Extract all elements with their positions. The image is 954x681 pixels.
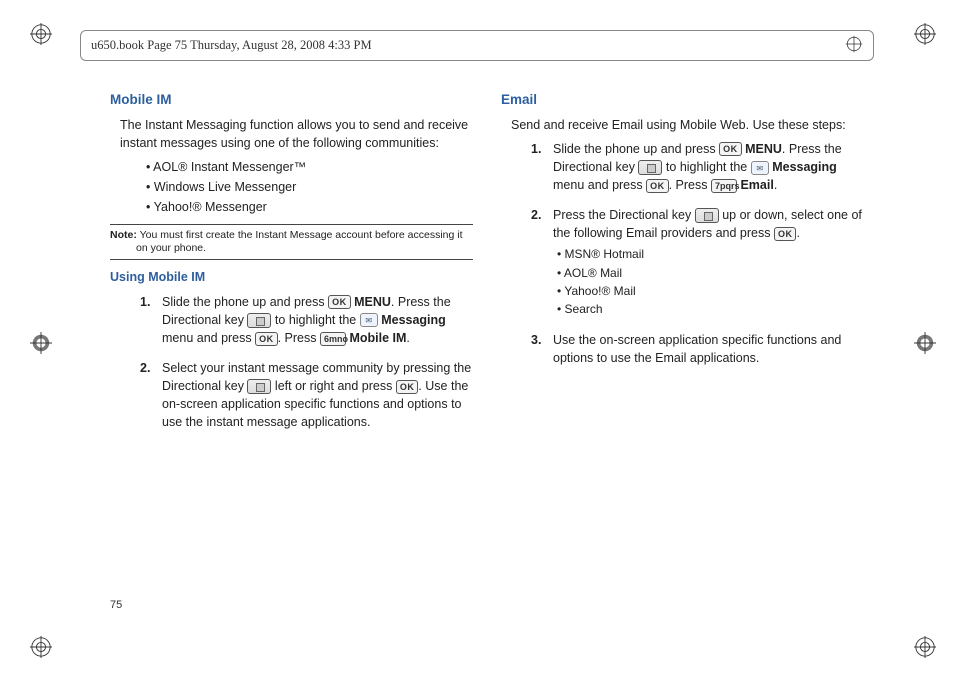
page-header-text: u650.book Page 75 Thursday, August 28, 2… [91, 38, 372, 53]
page-content: Mobile IM The Instant Messaging function… [110, 90, 864, 611]
subheading-using: Using Mobile IM [110, 268, 473, 286]
ok-key-icon: OK [396, 380, 419, 394]
messaging-label: Messaging [381, 313, 446, 327]
page-header-bar: u650.book Page 75 Thursday, August 28, 2… [80, 30, 874, 61]
messaging-label: Messaging [772, 160, 837, 174]
intro-right: Send and receive Email using Mobile Web.… [511, 116, 864, 134]
email-label: Email [740, 178, 773, 192]
menu-label: MENU [745, 142, 782, 156]
step-num: 2. [140, 359, 150, 377]
directional-key-icon [695, 208, 719, 223]
crop-mark-icon [914, 636, 936, 658]
step-num: 1. [140, 293, 150, 311]
crop-mark-icon [30, 332, 52, 354]
note-block: Note: You must first create the Instant … [110, 224, 473, 260]
crop-mark-icon [30, 23, 52, 45]
list-item: MSN® Hotmail [557, 246, 864, 263]
intro-left: The Instant Messaging function allows yo… [120, 116, 473, 152]
crop-mark-icon [30, 636, 52, 658]
list-item: Yahoo!® Messenger [146, 198, 473, 216]
step-1: 1. Slide the phone up and press OK MENU.… [140, 293, 473, 347]
heading-mobile-im: Mobile IM [110, 90, 473, 110]
list-item: AOL® Mail [557, 265, 864, 282]
directional-key-icon [247, 379, 271, 394]
step-num: 1. [531, 140, 541, 158]
note-text-1: You must first create the Instant Messag… [140, 229, 463, 241]
list-item: Windows Live Messenger [146, 178, 473, 196]
note-label: Note: [110, 229, 137, 241]
step-2: 2. Press the Directional key up or down,… [531, 206, 864, 319]
mobile-im-label: Mobile IM [349, 331, 406, 345]
step-num: 3. [531, 331, 541, 349]
communities-list: AOL® Instant Messenger™ Windows Live Mes… [146, 158, 473, 216]
directional-key-icon [638, 160, 662, 175]
step-2: 2. Select your instant message community… [140, 359, 473, 432]
providers-list: MSN® Hotmail AOL® Mail Yahoo!® Mail Sear… [557, 246, 864, 319]
list-item: AOL® Instant Messenger™ [146, 158, 473, 176]
col-left: Mobile IM The Instant Messaging function… [110, 90, 473, 611]
note-text-2: on your phone. [136, 242, 206, 254]
list-item: Search [557, 301, 864, 318]
heading-email: Email [501, 90, 864, 110]
page-number: 75 [110, 599, 122, 611]
six-key-icon: 6mno [320, 332, 346, 346]
ok-key-icon: OK [646, 179, 669, 193]
register-mark-icon [845, 35, 863, 56]
crop-mark-icon [914, 23, 936, 45]
crop-mark-icon [914, 332, 936, 354]
directional-key-icon [247, 313, 271, 328]
step-3: 3. Use the on-screen application specifi… [531, 331, 864, 367]
ok-key-icon: OK [774, 227, 797, 241]
ok-key-icon: OK [255, 332, 278, 346]
step-1: 1. Slide the phone up and press OK MENU.… [531, 140, 864, 194]
step-num: 2. [531, 206, 541, 224]
messaging-icon: ✉ [751, 161, 769, 175]
steps-left: 1. Slide the phone up and press OK MENU.… [140, 293, 473, 432]
col-right: Email Send and receive Email using Mobil… [501, 90, 864, 611]
steps-right: 1. Slide the phone up and press OK MENU.… [531, 140, 864, 367]
list-item: Yahoo!® Mail [557, 283, 864, 300]
messaging-icon: ✉ [360, 313, 378, 327]
menu-label: MENU [354, 295, 391, 309]
ok-key-icon: OK [719, 142, 742, 156]
ok-key-icon: OK [328, 295, 351, 309]
seven-key-icon: 7pqrs [711, 179, 737, 193]
